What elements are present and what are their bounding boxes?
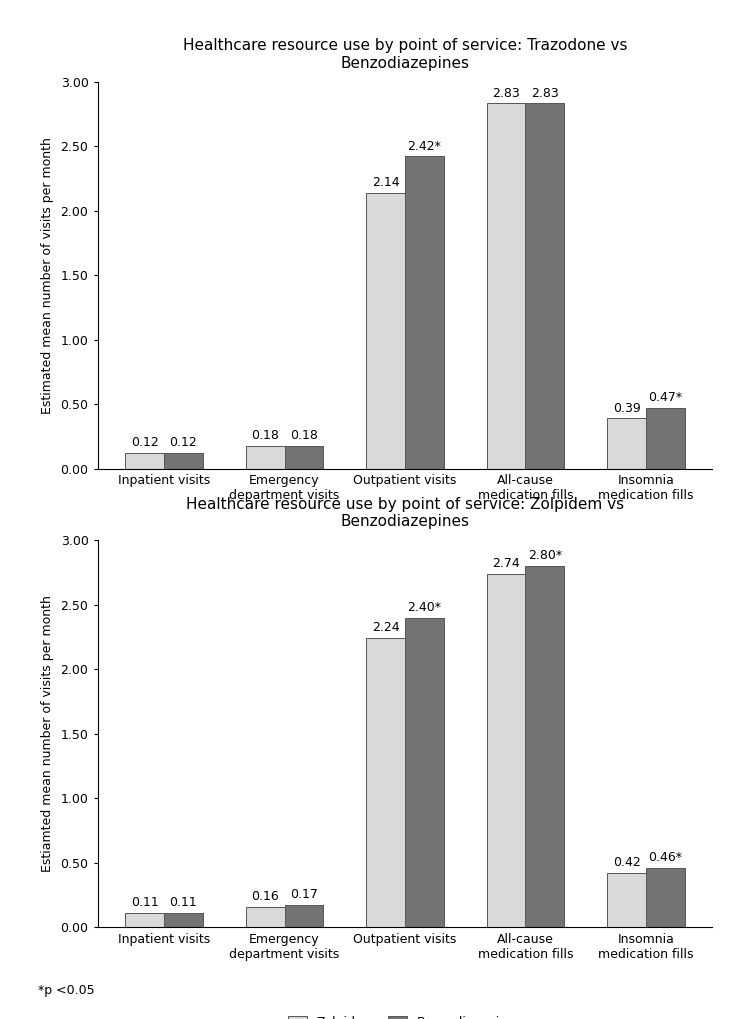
- Title: Healthcare resource use by point of service: Zolpidem vs
Benzodiazepines: Healthcare resource use by point of serv…: [186, 497, 624, 529]
- Bar: [487, 104, 526, 469]
- Text: 0.16: 0.16: [251, 890, 279, 903]
- Bar: [526, 566, 564, 927]
- Bar: [246, 907, 284, 927]
- Bar: [646, 868, 685, 927]
- Bar: [608, 419, 646, 469]
- Bar: [367, 193, 405, 469]
- Text: 2.83: 2.83: [531, 87, 559, 100]
- Text: 0.11: 0.11: [170, 897, 197, 909]
- Bar: [164, 453, 202, 469]
- Bar: [367, 638, 405, 927]
- Text: 0.18: 0.18: [251, 429, 279, 441]
- Text: 0.17: 0.17: [290, 889, 318, 902]
- Legend: Trazodone, Benzodiazepines: Trazodone, Benzodiazepines: [280, 552, 530, 576]
- Legend: Zolpidem, Benzodiazepines: Zolpidem, Benzodiazepines: [283, 1011, 527, 1019]
- Bar: [608, 873, 646, 927]
- Text: *p <0.05: *p <0.05: [38, 983, 94, 997]
- Bar: [487, 574, 526, 927]
- Text: 0.39: 0.39: [613, 401, 640, 415]
- Text: 2.14: 2.14: [372, 175, 400, 189]
- Text: 0.46*: 0.46*: [648, 851, 682, 864]
- Text: 0.18: 0.18: [290, 429, 318, 441]
- Text: 0.42: 0.42: [613, 856, 640, 869]
- Y-axis label: Estimated mean number of visits per month: Estimated mean number of visits per mont…: [40, 137, 53, 414]
- Bar: [405, 618, 443, 927]
- Bar: [125, 913, 164, 927]
- Title: Healthcare resource use by point of service: Trazodone vs
Benzodiazepines: Healthcare resource use by point of serv…: [183, 39, 627, 70]
- Text: 2.40*: 2.40*: [407, 600, 441, 613]
- Bar: [164, 913, 202, 927]
- Text: 0.12: 0.12: [130, 436, 158, 449]
- Bar: [246, 445, 284, 469]
- Bar: [284, 905, 323, 927]
- Text: 0.47*: 0.47*: [648, 391, 682, 405]
- Text: 0.11: 0.11: [130, 897, 158, 909]
- Text: 2.74: 2.74: [492, 556, 520, 570]
- Bar: [526, 104, 564, 469]
- Bar: [125, 453, 164, 469]
- Text: 0.12: 0.12: [170, 436, 197, 449]
- Text: 2.24: 2.24: [372, 622, 400, 634]
- Bar: [284, 445, 323, 469]
- Text: 2.42*: 2.42*: [407, 140, 441, 153]
- Text: 2.83: 2.83: [492, 87, 520, 100]
- Y-axis label: Estiamted mean number of visits per month: Estiamted mean number of visits per mont…: [40, 595, 53, 872]
- Text: 2.80*: 2.80*: [528, 549, 562, 562]
- Bar: [646, 408, 685, 469]
- Bar: [405, 156, 443, 469]
